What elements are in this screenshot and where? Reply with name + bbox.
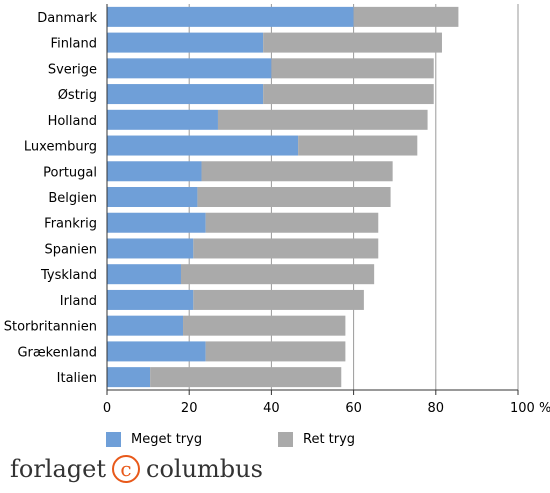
bar-ret-tryg — [193, 238, 379, 259]
bar-ret-tryg — [263, 32, 442, 53]
category-label: Holland — [48, 114, 97, 129]
bar-meget-tryg — [107, 135, 299, 156]
legend-item-meget-tryg: Meget tryg — [106, 432, 202, 447]
bar-meget-tryg — [107, 315, 184, 336]
bar-meget-tryg — [107, 238, 194, 259]
bar-meget-tryg — [107, 32, 264, 53]
bar-ret-tryg — [263, 84, 434, 105]
bar-meget-tryg — [107, 341, 206, 362]
category-label: Portugal — [43, 165, 97, 180]
x-tick-label: 0 — [103, 401, 111, 416]
brand-left: forlaget — [10, 455, 106, 483]
bar-ret-tryg — [271, 58, 434, 79]
brand-right: columbus — [146, 455, 263, 483]
category-label: Finland — [51, 37, 97, 52]
x-tick-label: 40 — [263, 401, 280, 416]
legend-swatch-ret-tryg — [278, 432, 293, 447]
bar-ret-tryg — [205, 212, 379, 233]
bar-meget-tryg — [107, 161, 202, 182]
bar-meget-tryg — [107, 6, 354, 27]
bar-meget-tryg — [107, 264, 181, 285]
bar-meget-tryg — [107, 187, 198, 207]
bar-ret-tryg — [183, 315, 346, 336]
category-label: Danmark — [37, 11, 97, 26]
x-tick-label: 100 % — [510, 401, 550, 416]
bar-ret-tryg — [180, 264, 375, 285]
bar-meget-tryg — [107, 367, 151, 388]
x-tick-label: 80 — [428, 401, 445, 416]
category-label: Luxemburg — [24, 140, 97, 155]
bar-ret-tryg — [298, 135, 418, 156]
category-label: Grækenland — [17, 345, 97, 360]
category-label: Italien — [57, 371, 97, 386]
category-label: Sverige — [48, 62, 97, 77]
bar-meget-tryg — [107, 58, 272, 79]
bar-ret-tryg — [205, 341, 346, 362]
legend-label-ret-tryg: Ret tryg — [303, 432, 356, 447]
bar-meget-tryg — [107, 109, 218, 130]
publisher-logo: forlaget c columbus — [10, 455, 263, 483]
category-label: Belgien — [48, 191, 97, 206]
x-tick-label: 60 — [345, 401, 362, 416]
copyright-icon: c — [112, 455, 140, 483]
bar-ret-tryg — [193, 289, 364, 310]
category-label: Frankrig — [44, 217, 97, 232]
category-label: Østrig — [58, 88, 97, 103]
bar-ret-tryg — [201, 161, 393, 182]
legend-label-meget-tryg: Meget tryg — [131, 432, 203, 447]
bar-meget-tryg — [107, 84, 264, 105]
bar-ret-tryg — [197, 187, 391, 207]
bar-meget-tryg — [107, 289, 194, 310]
category-label: Spanien — [44, 242, 97, 257]
category-label: Irland — [60, 294, 97, 309]
bar-ret-tryg — [217, 109, 428, 130]
category-label: Storbritannien — [4, 320, 97, 335]
category-label: Tyskland — [40, 268, 97, 283]
legend-item-ret-tryg: Ret tryg — [278, 432, 355, 447]
bar-ret-tryg — [353, 6, 459, 27]
bar-ret-tryg — [150, 367, 342, 388]
stacked-bar-chart: 0 20 40 60 80 100 % Danmark Finland Sverige Østri… — [4, 4, 550, 416]
bar-meget-tryg — [107, 212, 206, 233]
legend-swatch-meget-tryg — [106, 432, 121, 447]
x-tick-label: 20 — [181, 401, 198, 416]
